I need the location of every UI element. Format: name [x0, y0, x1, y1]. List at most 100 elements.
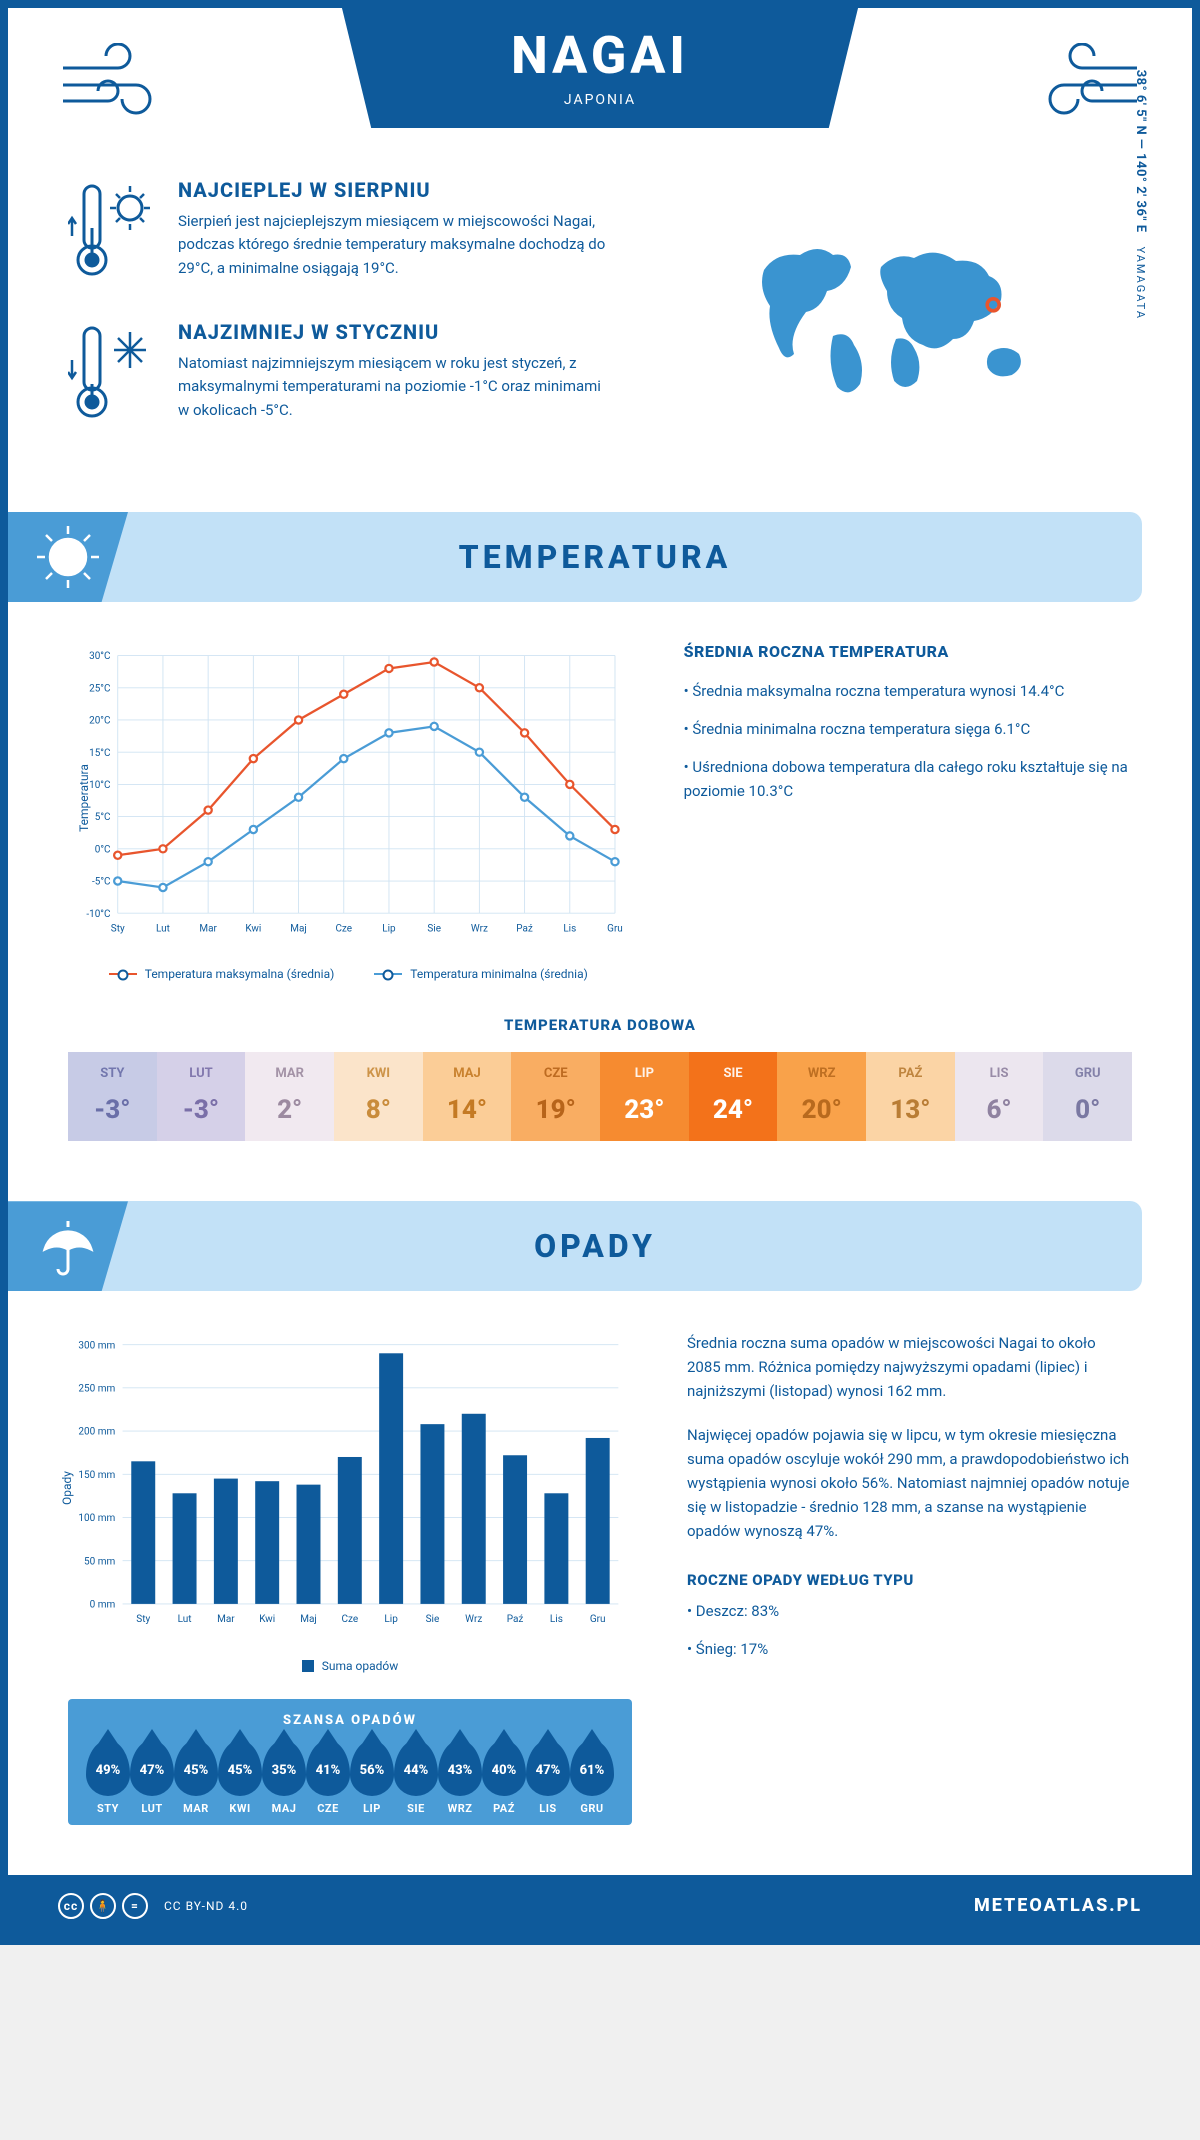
temp-cell: LIS6°	[955, 1052, 1044, 1141]
svg-text:25°C: 25°C	[89, 683, 111, 694]
svg-text:Lut: Lut	[156, 923, 170, 934]
chart-ylabel: Opady	[60, 1471, 74, 1505]
fact-hot-text: Sierpień jest najcieplejszym miesiącem w…	[178, 210, 610, 280]
summary-item: Średnia maksymalna roczna temperatura wy…	[684, 679, 1132, 703]
rain-chance-drop: 41%CZE	[306, 1740, 350, 1815]
temp-cell: CZE19°	[511, 1052, 600, 1141]
rain-chance-panel: SZANSA OPADÓW 49%STY47%LUT45%MAR45%KWI35…	[68, 1699, 632, 1825]
section-title: TEMPERATURA	[459, 538, 732, 576]
svg-text:Cze: Cze	[335, 923, 352, 934]
page: NAGAI JAPONIA NAJCIEPLEJ W SIERPNIU Sier…	[0, 0, 1200, 1945]
svg-text:250 mm: 250 mm	[78, 1384, 115, 1395]
title-banner: NAGAI JAPONIA	[340, 0, 860, 128]
temp-cell: STY-3°	[68, 1052, 157, 1141]
svg-text:Kwi: Kwi	[245, 923, 261, 934]
svg-text:Cze: Cze	[341, 1614, 358, 1625]
svg-text:Sie: Sie	[427, 923, 441, 934]
svg-text:300 mm: 300 mm	[78, 1341, 115, 1352]
temp-cell: SIE24°	[689, 1052, 778, 1141]
cc-icon: cc	[58, 1893, 84, 1919]
precip-header: OPADY	[8, 1201, 1142, 1291]
brand: METEOATLAS.PL	[974, 1895, 1142, 1916]
chart-legend: Suma opadów	[68, 1659, 632, 1673]
umbrella-icon	[8, 1201, 128, 1291]
temp-cell: GRU0°	[1043, 1052, 1132, 1141]
fact-cold-title: NAJZIMNIEJ W STYCZNIU	[178, 320, 610, 344]
world-map: 38° 6' 5" N — 140° 2' 36" EYAMAGATA	[660, 178, 1132, 462]
daily-temp-title: TEMPERATURA DOBOWA	[68, 1016, 1132, 1034]
svg-text:Maj: Maj	[300, 1614, 317, 1625]
rain-chance-drop: 47%LUT	[130, 1740, 174, 1815]
svg-text:10°C: 10°C	[89, 780, 111, 791]
svg-text:Maj: Maj	[290, 923, 306, 934]
svg-text:Kwi: Kwi	[259, 1614, 275, 1625]
svg-text:Wrz: Wrz	[471, 923, 488, 934]
rain-chance-title: SZANSA OPADÓW	[86, 1713, 614, 1728]
svg-text:150 mm: 150 mm	[78, 1470, 115, 1481]
svg-text:Lut: Lut	[178, 1614, 192, 1625]
license: cc 🧍 = CC BY-ND 4.0	[58, 1893, 248, 1919]
license-label: CC BY-ND 4.0	[164, 1899, 248, 1913]
fact-cold: NAJZIMNIEJ W STYCZNIU Natomiast najzimni…	[68, 320, 610, 434]
chart-ylabel: Temperatura	[77, 764, 91, 832]
intro-section: NAJCIEPLEJ W SIERPNIU Sierpień jest najc…	[8, 148, 1192, 492]
svg-text:Mar: Mar	[199, 923, 217, 934]
by-icon: 🧍	[90, 1893, 116, 1919]
svg-text:50 mm: 50 mm	[84, 1557, 115, 1568]
svg-text:Lis: Lis	[550, 1614, 563, 1625]
svg-text:Paź: Paź	[516, 923, 533, 934]
svg-text:Lip: Lip	[382, 923, 396, 934]
temperature-line-chart: Temperatura -10°C-5°C0°C5°C10°C15°C20°C2…	[68, 642, 629, 981]
summary-title: ŚREDNIA ROCZNA TEMPERATURA	[684, 642, 1132, 661]
rain-chance-drop: 47%LIS	[526, 1740, 570, 1815]
temperature-summary: ŚREDNIA ROCZNA TEMPERATURA Średnia maksy…	[684, 642, 1132, 981]
precip-summary: Średnia roczna suma opadów w miejscowośc…	[687, 1331, 1132, 1824]
summary-item: Uśredniona dobowa temperatura dla całego…	[684, 755, 1132, 803]
precip-text-2: Najwięcej opadów pojawia się w lipcu, w …	[687, 1423, 1132, 1543]
temp-cell: LUT-3°	[157, 1052, 246, 1141]
rain-chance-drop: 35%MAJ	[262, 1740, 306, 1815]
precip-type-item: Śnieg: 17%	[687, 1637, 1132, 1661]
temp-cell: PAŹ13°	[866, 1052, 955, 1141]
fact-cold-text: Natomiast najzimniejszym miesiącem w rok…	[178, 352, 610, 422]
rain-chance-drop: 61%GRU	[570, 1740, 614, 1815]
svg-text:Mar: Mar	[217, 1614, 235, 1625]
rain-chance-drop: 45%KWI	[218, 1740, 262, 1815]
thermometer-sun-icon	[68, 178, 158, 292]
city-title: NAGAI	[340, 25, 860, 86]
fact-hot: NAJCIEPLEJ W SIERPNIU Sierpień jest najc…	[68, 178, 610, 292]
svg-text:Sie: Sie	[426, 1614, 440, 1625]
temp-cell: WRZ20°	[777, 1052, 866, 1141]
temperature-header: TEMPERATURA	[8, 512, 1142, 602]
svg-text:-5°C: -5°C	[92, 877, 111, 888]
precip-bar-chart: Opady 0 mm50 mm100 mm150 mm200 mm250 mm3…	[68, 1331, 632, 1824]
chart-legend: Temperatura maksymalna (średnia) Tempera…	[68, 967, 629, 981]
svg-text:Gru: Gru	[607, 923, 623, 934]
temp-cell: LIP23°	[600, 1052, 689, 1141]
intro-facts: NAJCIEPLEJ W SIERPNIU Sierpień jest najc…	[68, 178, 610, 462]
daily-temp-table: STY-3°LUT-3°MAR2°KWI8°MAJ14°CZE19°LIP23°…	[68, 1052, 1132, 1141]
precip-by-type-title: ROCZNE OPADY WEDŁUG TYPU	[687, 1571, 1132, 1589]
summary-item: Średnia minimalna roczna temperatura się…	[684, 717, 1132, 741]
precip-type-item: Deszcz: 83%	[687, 1599, 1132, 1623]
wind-icon	[58, 43, 168, 127]
country-subtitle: JAPONIA	[340, 92, 860, 108]
svg-text:Paź: Paź	[507, 1614, 524, 1625]
svg-text:Lis: Lis	[563, 923, 576, 934]
svg-text:200 mm: 200 mm	[78, 1427, 115, 1438]
thermometer-snow-icon	[68, 320, 158, 434]
svg-text:Wrz: Wrz	[465, 1614, 482, 1625]
svg-text:100 mm: 100 mm	[78, 1514, 115, 1525]
fact-hot-title: NAJCIEPLEJ W SIERPNIU	[178, 178, 610, 202]
svg-text:-10°C: -10°C	[86, 909, 111, 920]
nd-icon: =	[122, 1893, 148, 1919]
svg-text:0 mm: 0 mm	[90, 1600, 116, 1611]
temperature-section: Temperatura -10°C-5°C0°C5°C10°C15°C20°C2…	[8, 602, 1192, 1181]
temp-cell: KWI8°	[334, 1052, 423, 1141]
wind-icon	[1032, 43, 1142, 127]
temp-cell: MAR2°	[245, 1052, 334, 1141]
rain-chance-drop: 44%SIE	[394, 1740, 438, 1815]
rain-chance-drop: 49%STY	[86, 1740, 130, 1815]
sun-icon	[8, 512, 128, 602]
rain-chance-drop: 45%MAR	[174, 1740, 218, 1815]
